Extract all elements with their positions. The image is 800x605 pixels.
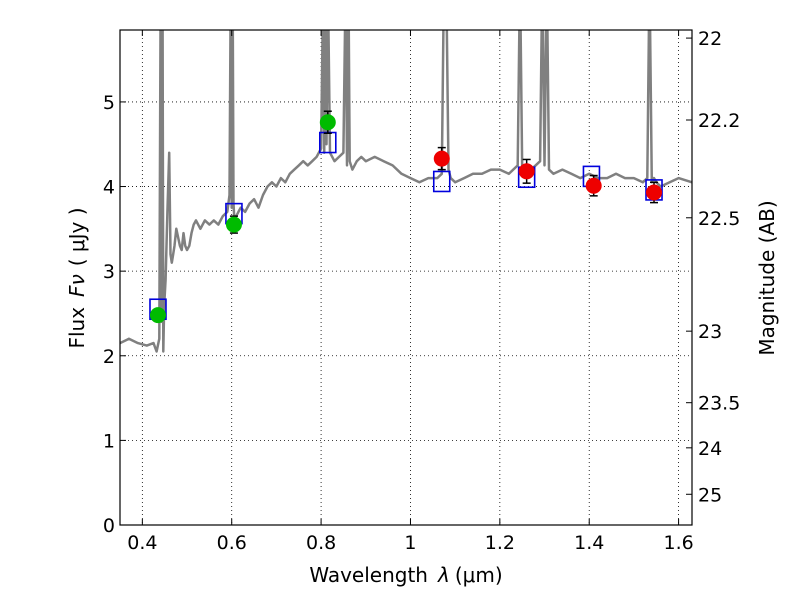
x-axis-label: Wavelength λ (μm) [309, 563, 502, 587]
y2-tick-label: 23.5 [698, 393, 740, 415]
spectrum-line [120, 30, 692, 353]
y2-tick-label: 24 [698, 438, 722, 460]
y2-axis-label: Magnitude (AB) [755, 200, 779, 355]
optical-data-point [225, 216, 242, 233]
y-axis-label: FluxFν( μJy ) [65, 207, 89, 348]
y-tick-label: 4 [103, 177, 115, 199]
nir-data-point [646, 184, 663, 201]
x-tick-label: 0.4 [127, 532, 157, 554]
y2-tick-label: 22.2 [698, 110, 740, 132]
y-tick-label: 2 [103, 346, 115, 368]
nir-data-point [585, 177, 602, 194]
y-tick-label: 3 [103, 261, 115, 283]
nir-data-point [518, 163, 535, 180]
y2-tick-label: 23 [698, 321, 722, 343]
plot-frame [119, 29, 693, 526]
optical-data-point [319, 114, 336, 131]
optical-data-point [149, 307, 166, 324]
nir-data-point [433, 150, 450, 167]
y2-tick-label: 25 [698, 484, 722, 506]
y-tick-label: 0 [103, 515, 115, 537]
model-photometry-square [432, 170, 451, 193]
y2-tick-label: 22.5 [698, 208, 740, 230]
y2-tick-label: 22 [698, 28, 722, 50]
y-tick-label: 1 [103, 430, 115, 452]
x-tick-label: 1.4 [574, 532, 604, 554]
x-tick-label: 1.2 [485, 532, 515, 554]
axis-ticks: 0.4 0.6 0.8 1 1.2 1.4 1.60123452222.222.52323.… [103, 28, 740, 554]
x-tick-label: 0.8 [306, 532, 336, 554]
y-tick-label: 5 [103, 92, 115, 114]
grid [120, 30, 692, 526]
plot-area [120, 30, 692, 353]
x-tick-label: 1 [404, 532, 416, 554]
x-tick-label: 0.6 [217, 532, 247, 554]
x-tick-label: 1.6 [663, 532, 693, 554]
